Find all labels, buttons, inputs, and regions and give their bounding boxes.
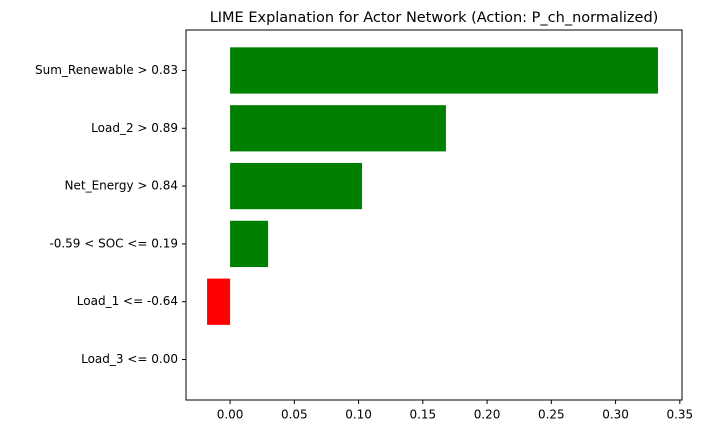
x-tick-label: 0.25: [538, 408, 565, 422]
y-tick-label: Sum_Renewable > 0.83: [35, 63, 178, 77]
plot-frame: [185, 29, 683, 401]
x-tick-label: 0.20: [474, 408, 501, 422]
y-tick-label: Load_3 <= 0.00: [81, 352, 178, 366]
y-tick-label: Load_1 <= -0.64: [77, 294, 178, 308]
x-tick-label: 0.10: [345, 408, 372, 422]
x-tick-label: 0.15: [409, 408, 436, 422]
x-tick-label: 0.30: [602, 408, 629, 422]
bar: [230, 47, 658, 94]
bar: [230, 220, 269, 268]
y-tick-label: Load_2 > 0.89: [91, 121, 178, 135]
chart-title: LIME Explanation for Actor Network (Acti…: [210, 10, 659, 26]
x-tick-label: 0.35: [666, 408, 693, 422]
x-tick-label: 0.05: [281, 408, 308, 422]
bar: [230, 162, 363, 210]
bar: [207, 278, 231, 325]
y-tick-label: Net_Energy > 0.84: [65, 179, 178, 193]
bar: [230, 105, 446, 152]
y-tick-label: -0.59 < SOC <= 0.19: [49, 236, 178, 250]
x-tick-label: 0.00: [217, 408, 244, 422]
